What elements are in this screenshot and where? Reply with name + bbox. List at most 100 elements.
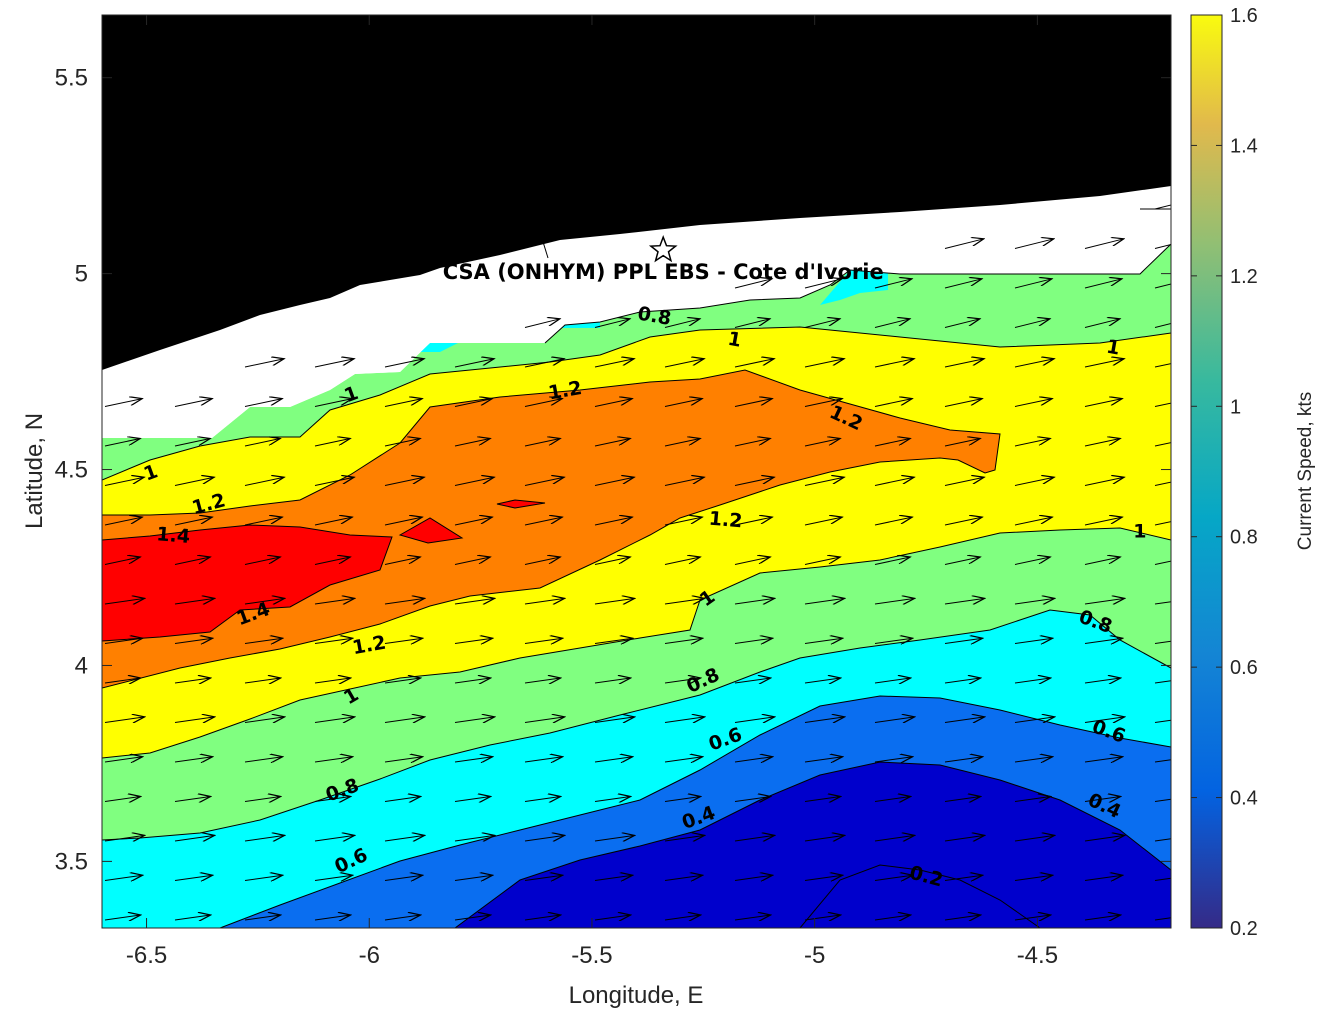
current-vector-arrow (734, 598, 775, 604)
current-vector-arrow (454, 757, 493, 762)
contour-fill-0.6-0.8-north (820, 270, 888, 305)
current-vector-arrow (1014, 678, 1051, 683)
contour-label: 1 (1133, 521, 1146, 543)
colorbar-tick-label: 1.4 (1230, 135, 1258, 157)
current-vector-arrow (244, 439, 280, 447)
contour-fill-below-0.4 (455, 762, 1171, 928)
current-vector-arrow (594, 875, 633, 880)
contour-line-1.4 (102, 524, 393, 642)
current-vector-arrow (104, 678, 141, 683)
contour-line-1.2 (102, 369, 1001, 689)
contour-line-0.4 (454, 761, 1171, 928)
current-vector-arrow (1014, 875, 1053, 880)
colorbar-tick-label: 0.4 (1230, 788, 1258, 810)
current-vector-arrow (1084, 319, 1120, 328)
current-vector-arrow (454, 797, 491, 802)
plot-frame (101, 14, 1172, 929)
current-vector-arrow (664, 757, 703, 762)
current-vector-arrow (454, 517, 492, 526)
current-vector-arrow (384, 757, 423, 762)
current-vector-arrow (1154, 521, 1171, 526)
y-axis-label: Latitude, N (21, 413, 48, 529)
current-vector-arrow (944, 875, 983, 880)
current-vector-arrow (314, 359, 354, 368)
current-vector-arrow (244, 598, 285, 604)
current-vector-arrow (174, 399, 212, 407)
current-vector-arrow (384, 598, 425, 604)
current-vector-arrow (734, 477, 774, 486)
current-vector-arrow (314, 717, 355, 723)
current-vector-arrow (874, 598, 915, 604)
current-vector-arrow (104, 835, 145, 841)
colorbar-tick-label: 1 (1230, 396, 1241, 418)
current-vector-arrow (174, 717, 215, 723)
current-vector-arrow (664, 717, 705, 723)
current-vector-arrow (874, 638, 913, 643)
x-axis-label: Longitude, E (569, 982, 704, 1009)
current-vector-arrow (1014, 717, 1055, 723)
current-vector-arrow (454, 439, 490, 447)
current-vector-arrow (1154, 838, 1171, 842)
current-vector-arrow (454, 598, 495, 604)
current-vector-arrow (314, 678, 351, 683)
land-mass (102, 15, 1171, 370)
current-vector-arrow (944, 319, 980, 328)
contour-line-1.4-island-2 (496, 499, 546, 509)
current-vector-arrow (1084, 717, 1125, 723)
current-vector-arrow (1154, 640, 1171, 644)
current-vector-arrow (1084, 875, 1123, 880)
y-tick-label: 4.5 (55, 457, 88, 484)
current-vector-arrow (174, 477, 214, 486)
current-vector-arrow (874, 279, 912, 289)
current-vector-arrow (1084, 598, 1125, 604)
current-vector-arrow (244, 517, 282, 526)
current-vector-arrow (244, 678, 281, 683)
current-vector-arrow (734, 319, 770, 328)
current-vector-arrow (664, 638, 703, 643)
current-vector-arrow (594, 678, 631, 683)
current-vector-arrow (804, 279, 842, 289)
current-vector-arrow (734, 557, 770, 565)
current-vector-arrow (944, 517, 982, 526)
current-vector-arrow (314, 517, 352, 526)
current-vector-arrow (664, 797, 701, 802)
current-vector-arrow (1014, 477, 1054, 486)
current-vector-arrow (944, 399, 982, 407)
current-vector-arrow (944, 239, 984, 249)
contour-fill-0.6-0.8-north-3 (420, 342, 460, 352)
current-vector-arrow (594, 757, 633, 762)
contour-lines (102, 243, 1171, 928)
current-vector-arrow (104, 557, 140, 565)
current-vector-arrow (104, 757, 143, 762)
current-vector-arrow (1154, 402, 1171, 407)
current-vector-arrow (454, 477, 494, 486)
current-vector-arrow (734, 678, 771, 683)
contour-line-0.6 (219, 695, 1171, 928)
current-vector-arrow (734, 797, 771, 802)
colorbar-gradient (1190, 14, 1223, 929)
y-tick-label: 5.5 (55, 65, 88, 92)
colorbar-tick-label: 1.6 (1230, 5, 1258, 27)
current-vector-arrow (944, 915, 981, 920)
current-vector-arrow (244, 399, 282, 407)
current-vector-arrow (1084, 239, 1124, 249)
colorbar-tick-label: 0.8 (1230, 527, 1258, 549)
current-vector-arrow (874, 797, 911, 802)
current-vector-arrow (664, 477, 704, 486)
current-vector-arrow (664, 835, 705, 841)
current-vector-arrow (1154, 601, 1171, 605)
contour-fill-above-1.4-island-1 (400, 518, 462, 543)
current-vector-arrow (1014, 557, 1050, 565)
current-vector-arrow (1014, 835, 1055, 841)
current-vector-arrow (1014, 319, 1050, 328)
current-vector-arrow (1014, 439, 1050, 447)
current-vector-arrow (1014, 517, 1052, 526)
current-vector-arrow (1154, 243, 1171, 249)
current-vector-arrow (734, 717, 775, 723)
current-vector-arrow (1084, 638, 1123, 643)
current-vector-arrow (174, 835, 215, 841)
contour-label: 1 (726, 328, 743, 352)
current-vector-arrow (664, 517, 702, 526)
current-vector-arrow (594, 359, 634, 368)
